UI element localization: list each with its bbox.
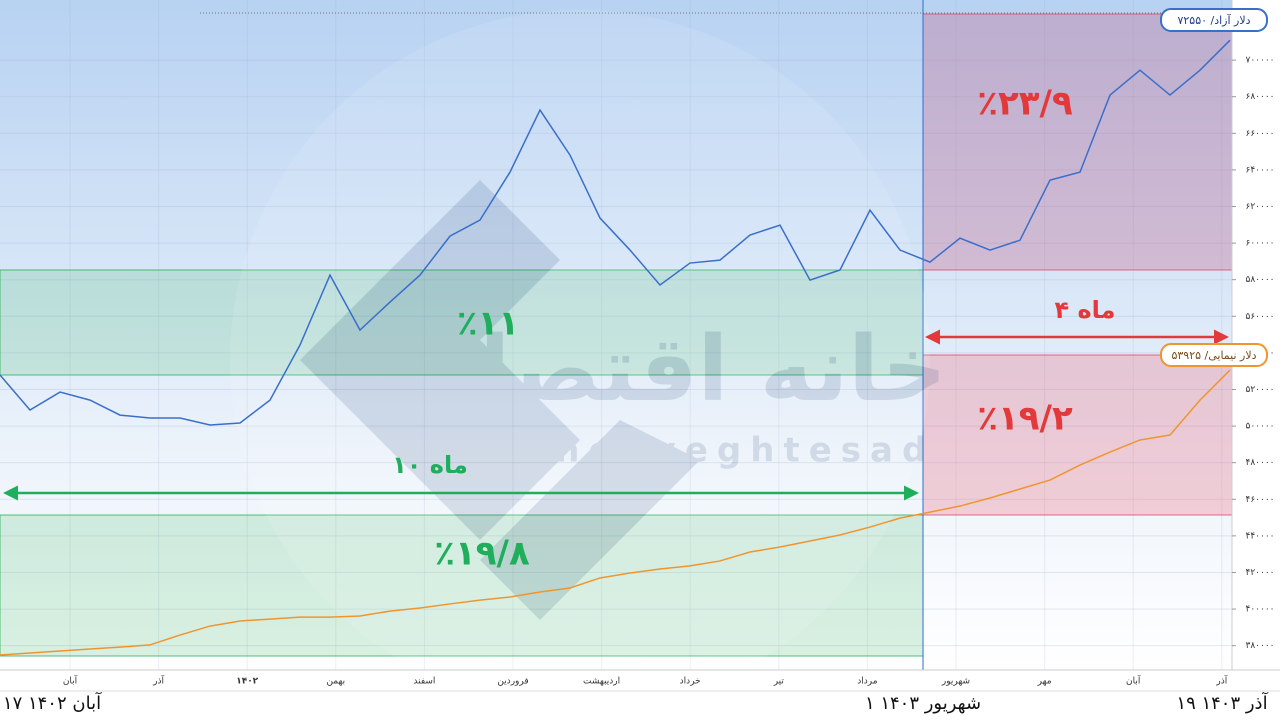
- y-tick-label: ۴۰۰۰۰۰: [1245, 605, 1274, 615]
- x-tick-label: تیر: [773, 677, 785, 687]
- annotation: ٪۱۹/۸: [434, 534, 530, 574]
- x-tick-label: آذر: [152, 675, 164, 687]
- x-ticks: آبان آذر ۱۴۰۲ بهمن اسفند فروردین اردیبهشت خرداد…: [63, 675, 1228, 687]
- date-label: ۱۹ آذر ۱۴۰۳: [1176, 691, 1268, 714]
- y-tick-label: ۶۴۰۰۰۰: [1245, 165, 1274, 175]
- y-tick-label: ۵۶۰۰۰۰: [1245, 312, 1274, 322]
- x-tick-label: ۱۴۰۲: [236, 677, 258, 687]
- range-box: [0, 514, 924, 657]
- y-tick-label: ۶۲۰۰۰۰: [1245, 202, 1274, 212]
- y-tick-label: ۶۰۰۰۰۰: [1245, 239, 1274, 249]
- y-tick-label: ۵۰۰۰۰۰: [1245, 422, 1274, 432]
- x-tick-label: بهمن: [326, 677, 345, 687]
- x-tick-label: شهریور: [941, 677, 970, 687]
- x-tick-label: آبان: [1126, 675, 1141, 687]
- y-tick-label: ۳۸۰۰۰۰: [1245, 641, 1274, 651]
- x-tick-label: آذر: [1215, 675, 1227, 687]
- x-tick-label: اردیبهشت: [583, 677, 620, 687]
- y-tick-label: ۵۲۰۰۰۰: [1245, 385, 1274, 395]
- y-tick-label: ۶۸۰۰۰۰: [1245, 92, 1274, 102]
- x-tick-label: فروردین: [497, 677, 528, 687]
- watermark-text: خانه اقتصاد: [433, 317, 947, 422]
- grid: [0, 0, 1232, 670]
- lines: [0, 39, 1231, 656]
- x-tick-label: مرداد: [857, 677, 877, 687]
- y-tick-label: ۷۰۰۰۰۰: [1245, 56, 1274, 66]
- annotation: ٪۱۱: [457, 304, 519, 344]
- y-tick-label: ۴۶۰۰۰۰: [1245, 495, 1274, 505]
- x-tick-label: آبان: [63, 675, 78, 687]
- annotation: ۱۰ ماه: [392, 451, 468, 479]
- range-box: [922, 354, 1233, 516]
- legend-label: دلار آزاد/ ۷۲۵۵۰: [1177, 13, 1250, 27]
- legend: دلار آزاد/ ۷۲۵۵۰ دلار نیمایی/ ۵۳۹۲۵: [1160, 8, 1268, 367]
- y-tick-label: ۴۴۰۰۰۰: [1245, 531, 1274, 541]
- y-tick-label: ۵۸۰۰۰۰: [1245, 275, 1274, 285]
- x-tick-label: مهر: [1037, 677, 1052, 687]
- watermark: خانه اقتصاد Khanehyeghtesad: [230, 10, 947, 710]
- x-tick-label: اسفند: [413, 677, 435, 687]
- annotation: ۴ ماه: [1054, 296, 1115, 324]
- watermark-text: Khanehyeghtesad: [455, 431, 936, 471]
- axis-background: [1232, 0, 1280, 670]
- watermark-logo: [300, 180, 700, 620]
- line-series: [0, 369, 1231, 656]
- legend-box: [1160, 8, 1268, 32]
- annotation: ٪۱۹/۲: [977, 399, 1073, 439]
- y-tick-label: ۴۲۰۰۰۰: [1245, 568, 1274, 578]
- xaxis-background: [0, 670, 1280, 720]
- y-tick-label: ۶۶۰۰۰۰: [1245, 129, 1274, 139]
- range-box: [0, 269, 924, 376]
- x-tick-label: خرداد: [680, 677, 701, 687]
- annotation: ٪۲۳/۹: [977, 84, 1073, 124]
- y-tick-label: ۴۸۰۰۰۰: [1245, 458, 1274, 468]
- date-label: ۱۷ آبان ۱۴۰۲: [3, 691, 102, 714]
- line-series: [0, 39, 1231, 426]
- range-box: [922, 13, 1233, 271]
- legend-box: [1160, 343, 1268, 367]
- date-label: ۱ شهریور ۱۴۰۳: [865, 693, 981, 714]
- watermark-circle: [230, 10, 930, 710]
- legend-label: دلار نیمایی/ ۵۳۹۲۵: [1171, 349, 1256, 362]
